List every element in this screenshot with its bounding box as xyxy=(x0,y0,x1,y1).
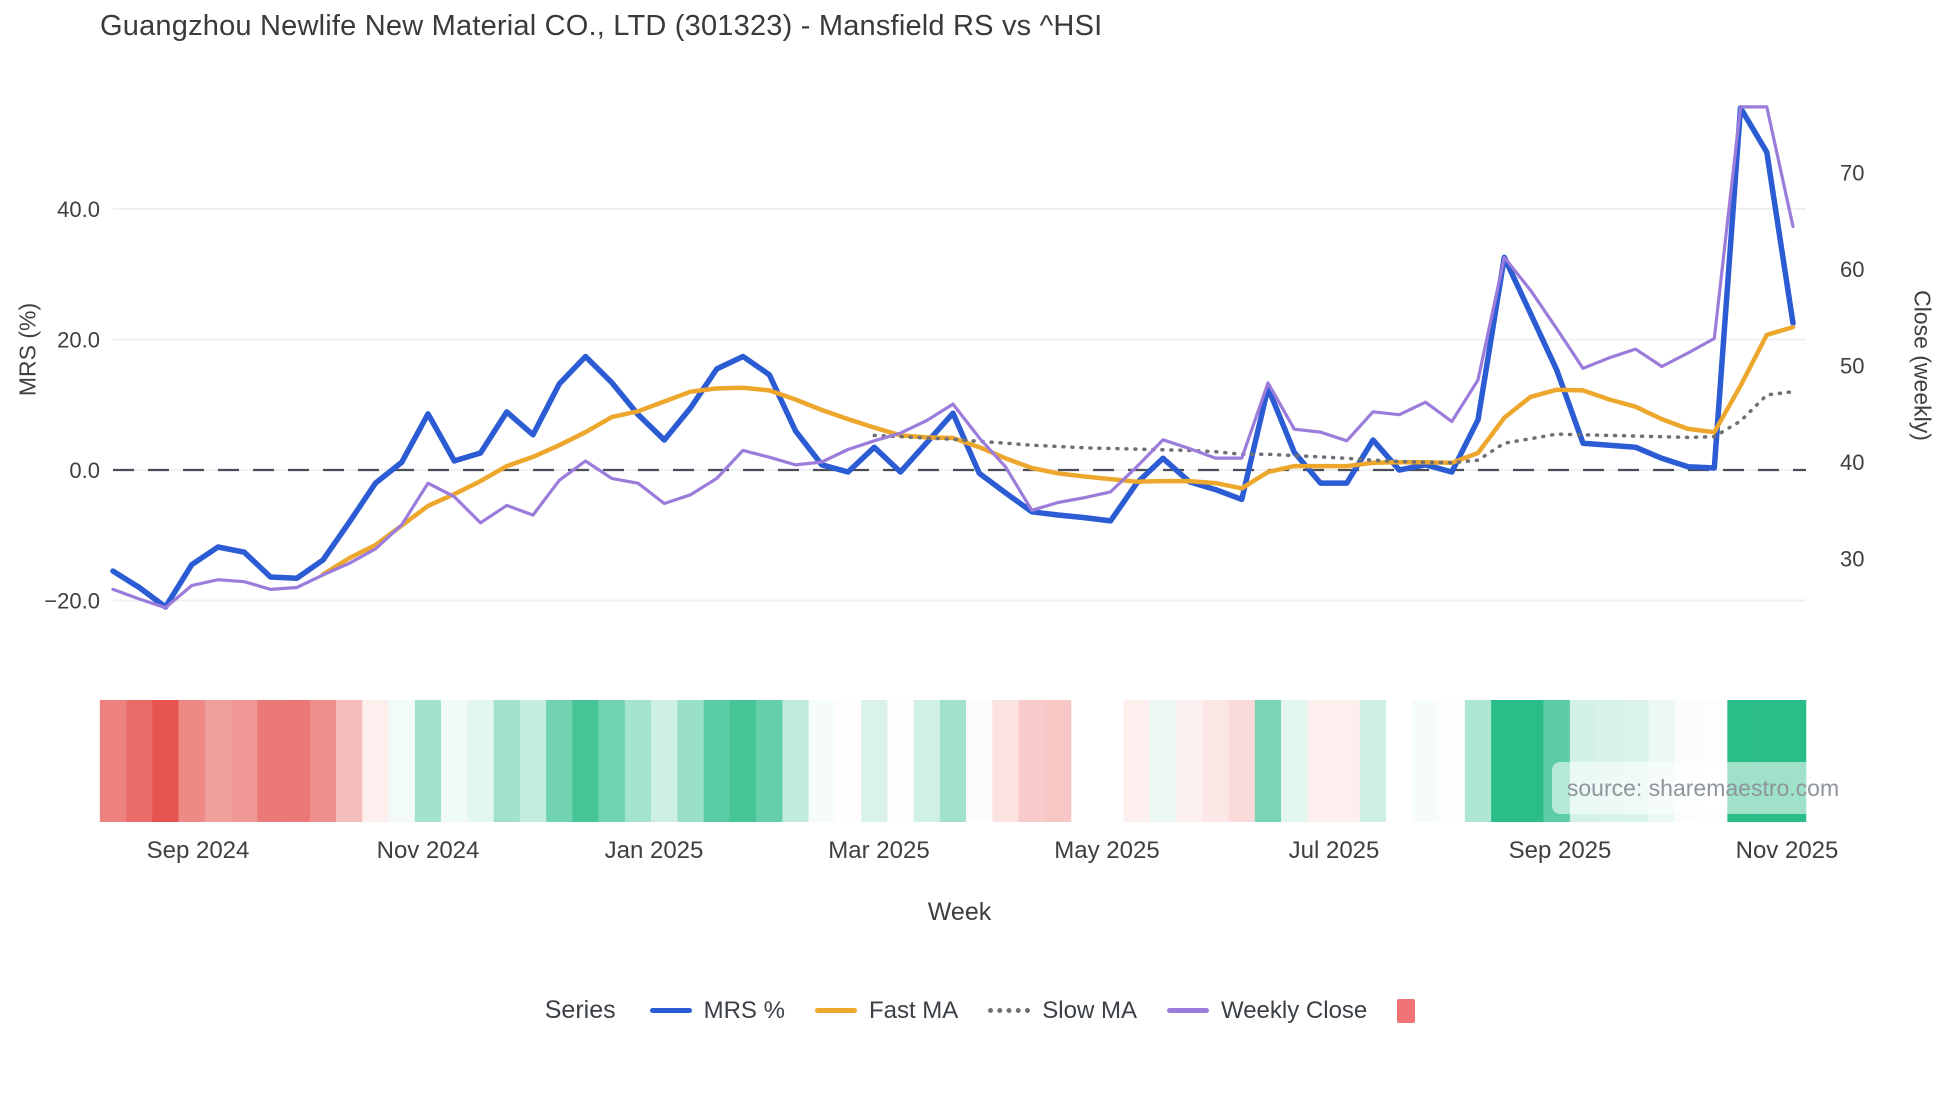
heatmap-cell xyxy=(966,700,993,822)
heatmap-cell xyxy=(1464,700,1492,822)
heatmap-cell xyxy=(1438,700,1465,822)
line-swatch xyxy=(988,1008,1031,1013)
x-tick-label: Nov 2025 xyxy=(1736,837,1839,864)
source-watermark: source: sharemaestro.com xyxy=(1552,762,1854,814)
heatmap-cell xyxy=(1228,700,1255,822)
heatmap-cell xyxy=(204,700,232,822)
chart-line-slow-ma xyxy=(872,389,1795,465)
line-swatch xyxy=(649,1008,692,1013)
chart-line-weekly-close xyxy=(111,105,1795,610)
heatmap-cell xyxy=(1149,700,1177,822)
legend-item-mrs-: MRS % xyxy=(649,996,785,1025)
x-tick-label: Mar 2025 xyxy=(828,837,929,864)
heatmap-cell xyxy=(1517,700,1544,822)
heatmap-cell xyxy=(598,700,625,822)
y-left-tick-label: −20.0 xyxy=(44,589,100,614)
heatmap-cell xyxy=(283,700,310,822)
heatmap-cell xyxy=(309,700,337,822)
heatmap-cell xyxy=(808,700,835,822)
y-right-tick-label: 30 xyxy=(1840,547,1864,572)
line-swatch xyxy=(814,1008,857,1013)
heatmap-cell xyxy=(1359,700,1387,822)
legend-item-heatmap xyxy=(1397,998,1416,1023)
heatmap-cell xyxy=(1044,700,1072,822)
heatmap-cell xyxy=(756,700,783,822)
heatmap-cell xyxy=(467,700,494,822)
legend-item-label: Fast MA xyxy=(868,996,959,1024)
heatmap-cell xyxy=(336,700,363,822)
heatmap-cell xyxy=(1307,700,1334,822)
heatmap-cell xyxy=(1412,700,1439,822)
heatmap-cell xyxy=(388,700,415,822)
heatmap-swatch xyxy=(1397,998,1416,1023)
heatmap-cell xyxy=(178,700,205,822)
legend-item-label: Weekly Close xyxy=(1220,996,1368,1024)
heatmap-cell xyxy=(729,700,757,822)
heatmap-cell xyxy=(99,700,127,822)
heatmap-cell xyxy=(1281,700,1308,822)
y-right-tick-label: 50 xyxy=(1840,354,1864,379)
heatmap-cell xyxy=(257,700,284,822)
heatmap-cell xyxy=(703,700,730,822)
heatmap-cell xyxy=(362,700,389,822)
heatmap-cell xyxy=(1491,700,1518,822)
heatmap-cell xyxy=(1176,700,1203,822)
x-tick-label: Sep 2024 xyxy=(147,837,250,864)
heatmap-cell xyxy=(939,700,967,822)
heatmap-cell xyxy=(414,700,442,822)
legend-series-label: Series xyxy=(544,996,616,1024)
y-axis-left-title: MRS (%) xyxy=(14,302,41,397)
heatmap-cell xyxy=(624,700,652,822)
heatmap-cell xyxy=(519,700,547,822)
heatmap-cell xyxy=(1386,700,1413,822)
x-tick-label: Jul 2025 xyxy=(1289,837,1380,864)
x-tick-label: May 2025 xyxy=(1054,837,1159,864)
x-tick-label: Jan 2025 xyxy=(605,837,704,864)
y-left-tick-label: 0.0 xyxy=(69,458,100,483)
heatmap-cell xyxy=(834,700,862,822)
legend-item-label: Slow MA xyxy=(1042,996,1137,1024)
heatmap-cell xyxy=(546,700,573,822)
heatmap-cell xyxy=(1018,700,1045,822)
chart-title: Guangzhou Newlife New Material CO., LTD … xyxy=(100,10,1103,42)
y-right-tick-label: 40 xyxy=(1840,450,1864,475)
chart-line-mrs- xyxy=(110,105,1796,610)
heatmap-cell xyxy=(493,700,520,822)
heatmap-cell xyxy=(1333,700,1360,822)
heatmap-cell xyxy=(126,700,153,822)
heatmap-cell xyxy=(992,700,1019,822)
heatmap-cell xyxy=(782,700,809,822)
legend: Series MRS % Fast MA Slow MA Weekly Close xyxy=(0,996,1960,1025)
heatmap-cell xyxy=(1254,700,1282,822)
heatmap-cell xyxy=(572,700,599,822)
heatmap-cell xyxy=(441,700,468,822)
legend-item-label: MRS % xyxy=(703,996,785,1024)
heatmap-cell xyxy=(152,700,179,822)
x-axis-title: Week xyxy=(927,898,992,926)
heatmap-cell xyxy=(861,700,888,822)
y-left-tick-label: 40.0 xyxy=(57,197,100,222)
chart-line-fast-ma xyxy=(320,324,1796,577)
y-right-tick-label: 70 xyxy=(1840,161,1864,186)
legend-item-fast-ma: Fast MA xyxy=(814,996,959,1025)
y-left-tick-label: 20.0 xyxy=(57,328,100,353)
heatmap-cell xyxy=(651,700,678,822)
legend-item-weekly-close: Weekly Close xyxy=(1166,996,1368,1025)
heatmap-cell xyxy=(1123,700,1150,822)
x-tick-label: Sep 2025 xyxy=(1509,837,1612,864)
heatmap-cell xyxy=(1202,700,1229,822)
x-tick-label: Nov 2024 xyxy=(377,837,480,864)
heatmap-cell xyxy=(677,700,704,822)
legend-item-slow-ma: Slow MA xyxy=(988,997,1137,1025)
heatmap-cell xyxy=(887,700,914,822)
y-axis-right-title: Close (weekly) xyxy=(1909,290,1936,441)
line-swatch xyxy=(1166,1008,1209,1013)
y-right-tick-label: 60 xyxy=(1840,257,1864,282)
heatmap-cell xyxy=(913,700,940,822)
heatmap-cell xyxy=(231,700,258,822)
